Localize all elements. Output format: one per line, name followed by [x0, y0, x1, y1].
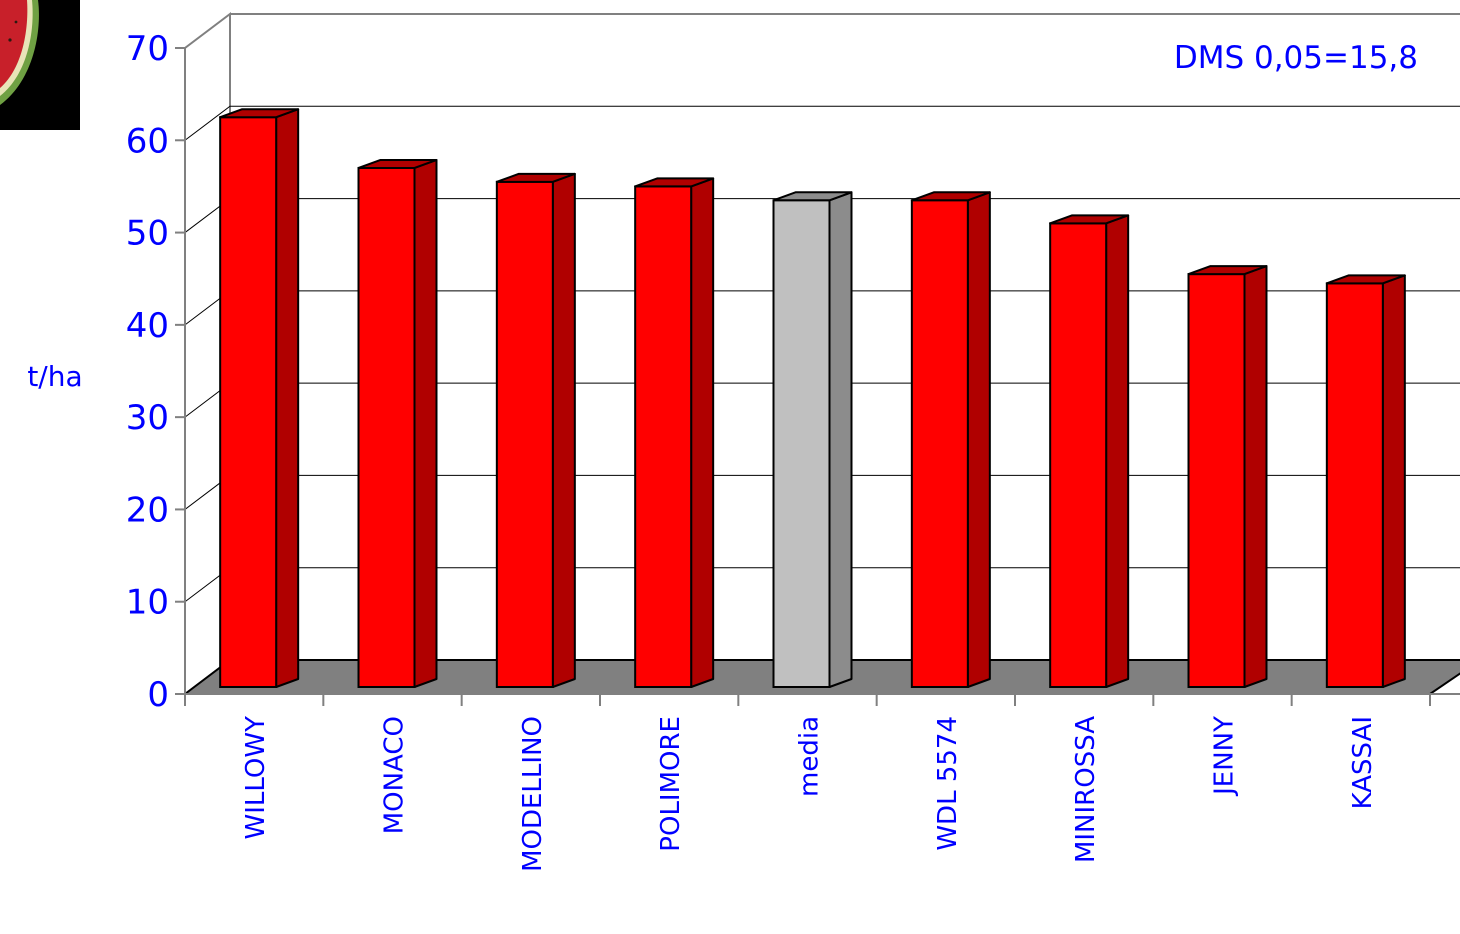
- bar-side: [413, 158, 438, 688]
- y-tick-label: 0: [147, 675, 169, 715]
- bar: [495, 172, 576, 688]
- bar-top: [495, 172, 576, 183]
- bar-front: [1187, 273, 1246, 688]
- bar: [1325, 274, 1406, 688]
- bar: [634, 177, 715, 689]
- x-tick-label: KASSAI: [1348, 716, 1378, 809]
- bar-side: [1105, 214, 1130, 688]
- y-tick-label: 30: [126, 398, 169, 438]
- bar-side: [828, 191, 853, 688]
- x-tick-label: JENNY: [1210, 716, 1240, 797]
- dms-annotation: DMS 0,05=15,8: [1174, 40, 1418, 76]
- bar-front: [1049, 222, 1108, 688]
- bar-front: [219, 116, 278, 688]
- bar-top: [1325, 274, 1406, 285]
- bar-front: [357, 166, 416, 688]
- y-tick-label: 70: [126, 29, 169, 69]
- bar-front: [634, 185, 693, 689]
- bar-side: [690, 177, 715, 688]
- y-tick-label: 40: [126, 306, 169, 346]
- bar: [1187, 265, 1268, 688]
- bar: [357, 158, 438, 688]
- gridline: [184, 105, 1460, 141]
- bar-top: [1187, 265, 1268, 276]
- bar-side: [1381, 274, 1406, 688]
- x-tick-label: WILLOWY: [241, 716, 271, 840]
- bar-side: [1243, 265, 1268, 688]
- bar-top: [1049, 214, 1130, 225]
- bar-front: [910, 199, 969, 688]
- x-tick-label: WDL 5574: [933, 716, 963, 851]
- bar-top: [357, 158, 438, 169]
- watermelon-photo: [0, 0, 80, 130]
- bar-top: [772, 191, 853, 202]
- x-tick-label: MINIROSSA: [1071, 716, 1101, 863]
- bar-side: [966, 191, 991, 688]
- y-tick-label: 10: [126, 583, 169, 623]
- bar-front: [772, 199, 831, 688]
- y-tick-label: 60: [126, 121, 169, 161]
- x-tick-label: POLIMORE: [656, 716, 686, 852]
- x-tick-label: MONACO: [380, 716, 410, 834]
- x-tick-label: media: [795, 716, 825, 797]
- bar: [772, 191, 853, 688]
- bar-top: [910, 191, 991, 202]
- bar: [1049, 214, 1130, 688]
- bar: [219, 108, 300, 688]
- bar-front: [1325, 282, 1384, 688]
- y-tick-label: 20: [126, 490, 169, 530]
- bar-side: [551, 172, 576, 688]
- x-tick-label: MODELLINO: [518, 716, 548, 872]
- y-axis-label: t/ha: [27, 360, 82, 393]
- bar: [910, 191, 991, 688]
- bar-side: [275, 108, 300, 688]
- y-tick-label: 50: [126, 214, 169, 254]
- bar-front: [495, 180, 554, 688]
- bar-top: [219, 108, 300, 119]
- bar-top: [634, 177, 715, 188]
